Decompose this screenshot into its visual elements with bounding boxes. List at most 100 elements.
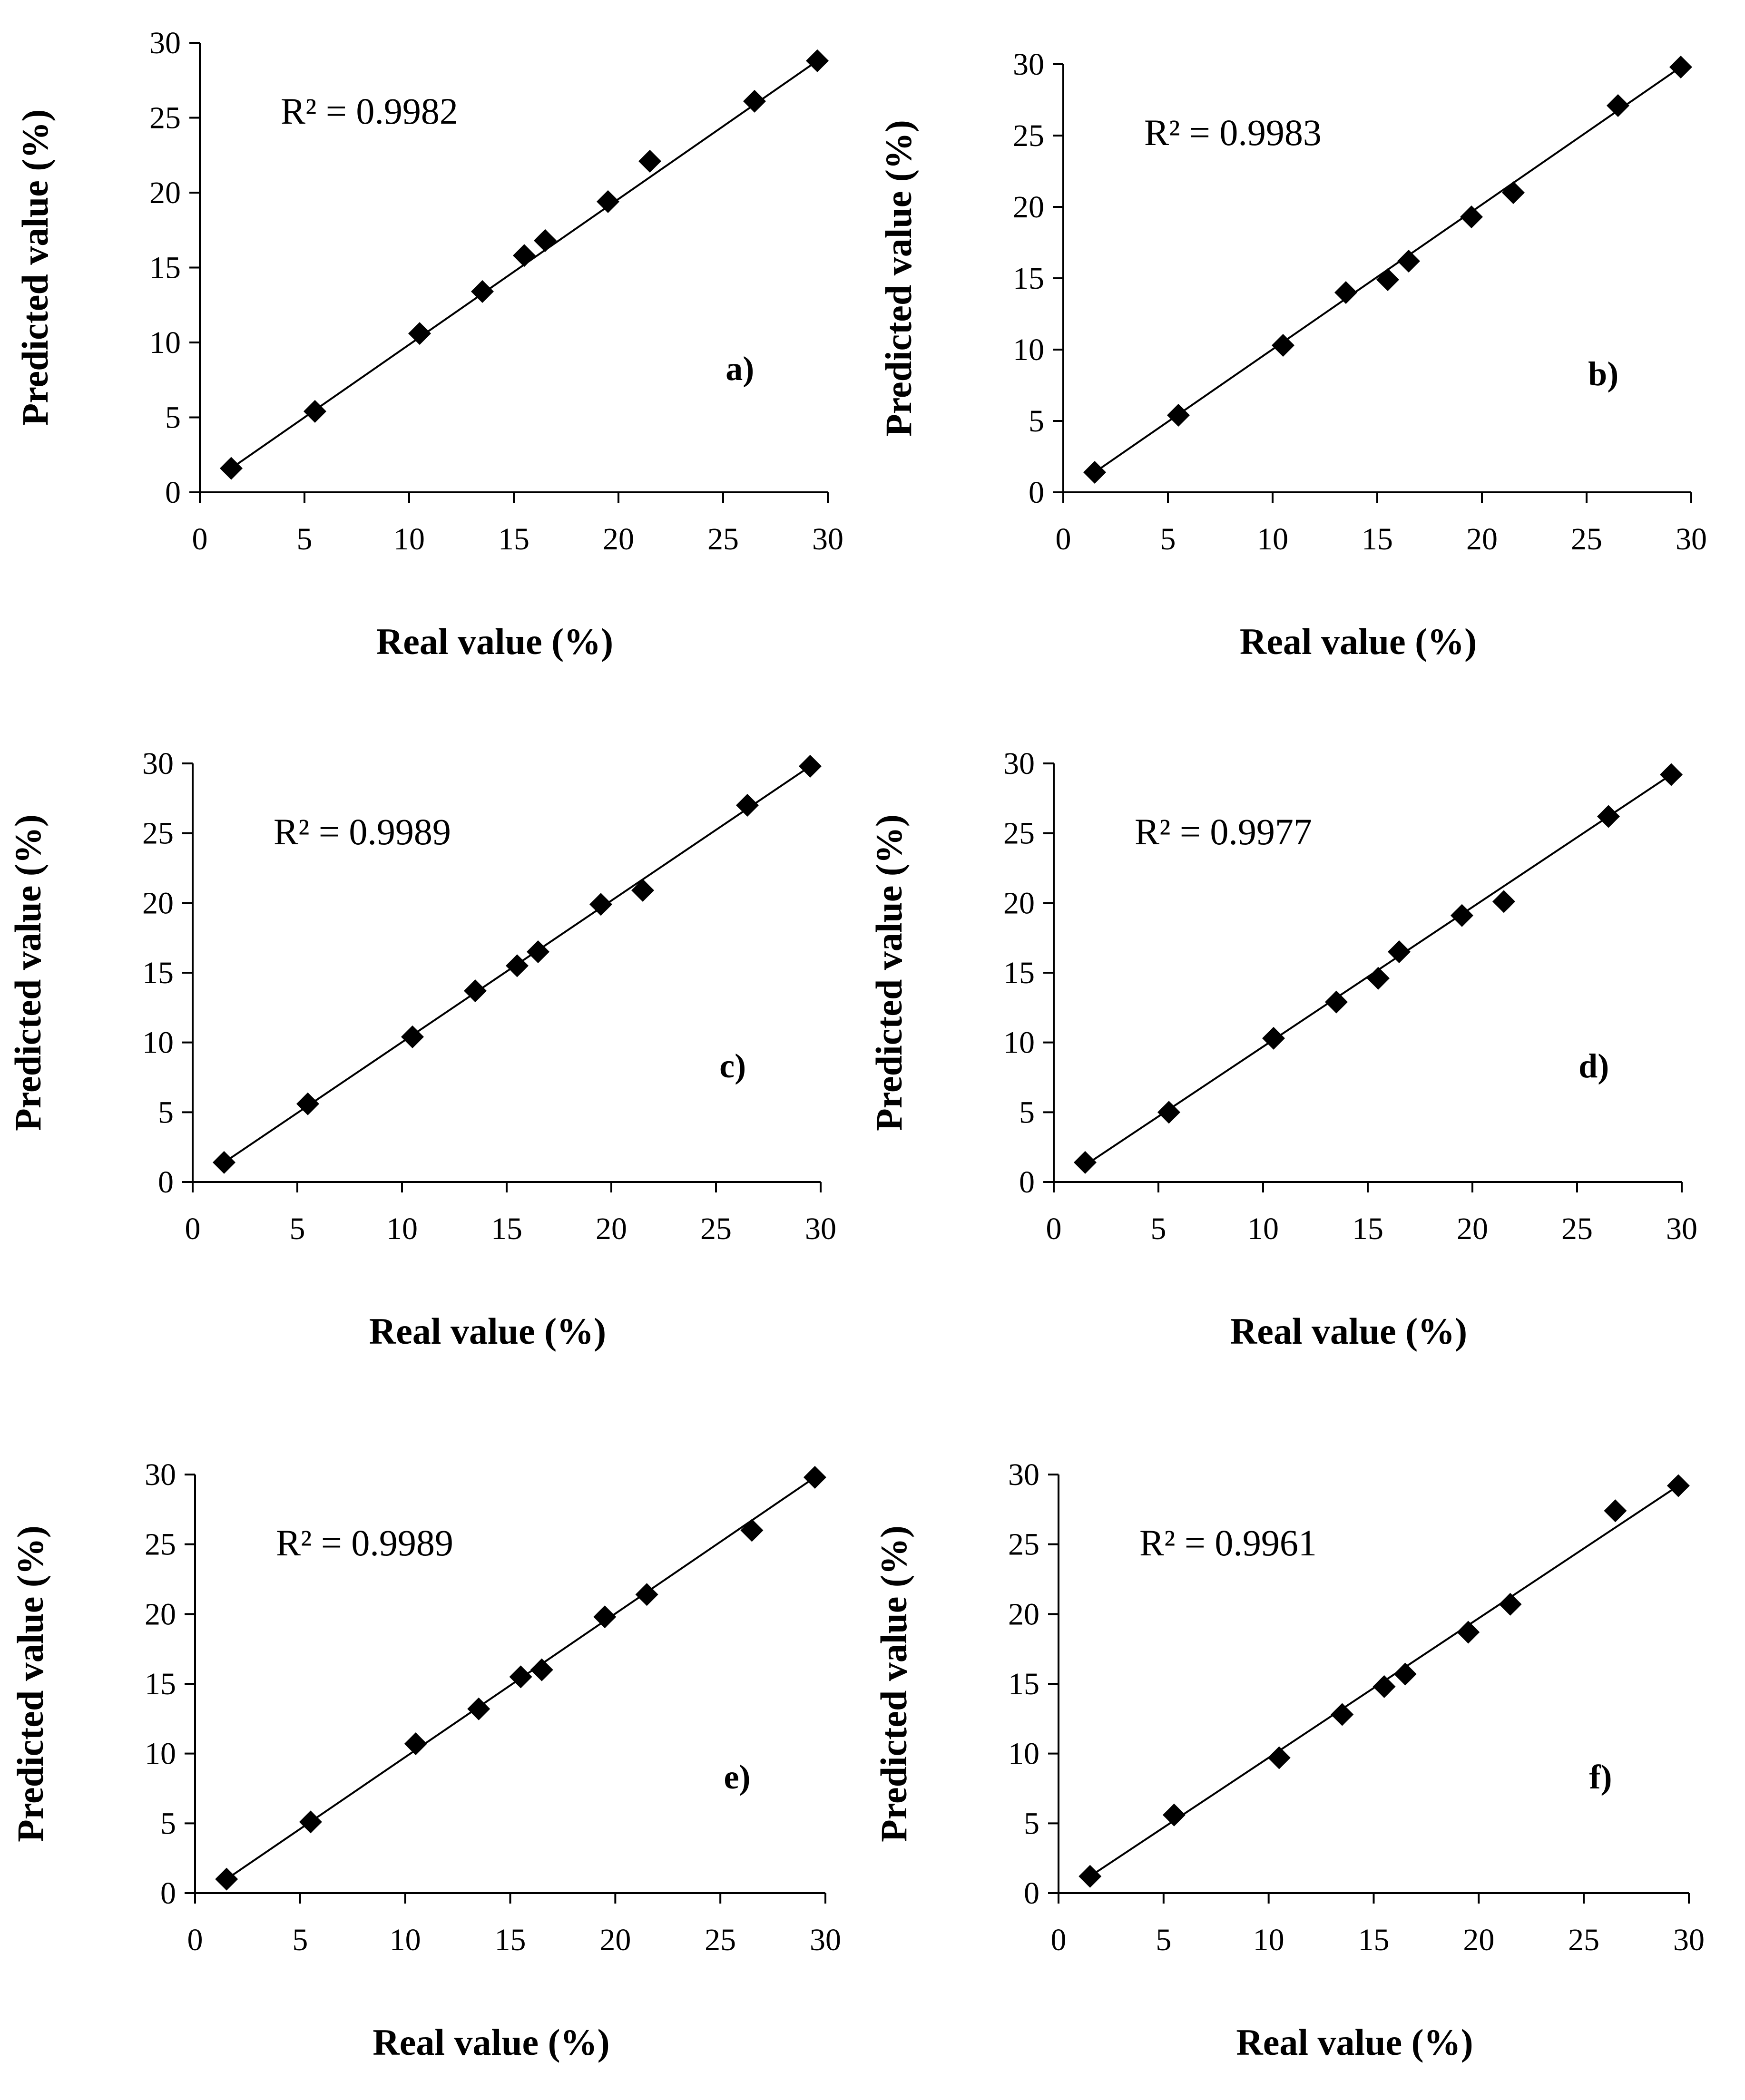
y-tick-label: 25 [145,1527,176,1562]
panel-label: e) [724,1758,751,1796]
y-tick-label: 5 [1019,1095,1035,1130]
r-squared-label: R² = 0.9989 [276,1522,453,1563]
data-point [806,49,829,72]
y-axis-title: Predicted value (%) [868,814,910,1131]
data-point [1157,1101,1180,1124]
y-tick-label: 5 [158,1095,174,1130]
data-point [1083,461,1106,484]
y-tick-label: 20 [1008,1597,1039,1631]
x-tick-label: 0 [192,522,208,557]
x-axis-title: Real value (%) [1236,2022,1473,2063]
panel-label: b) [1588,355,1618,393]
y-tick-label: 30 [1013,47,1044,82]
data-point [597,190,619,213]
data-point [1267,1746,1291,1769]
y-tick-label: 10 [1008,1737,1039,1771]
r-squared-label: R² = 0.9982 [281,90,458,132]
data-point [1393,1662,1417,1686]
y-tick-label: 5 [165,400,181,435]
y-tick-label: 15 [149,251,181,285]
data-point [404,1732,427,1756]
data-point [513,244,536,267]
y-tick-label: 25 [1003,816,1035,851]
y-tick-label: 20 [1013,190,1044,225]
data-point [1492,890,1515,913]
data-point [220,457,243,480]
y-tick-label: 25 [1013,118,1044,153]
x-axis-title: Real value (%) [376,621,613,662]
data-point [736,794,759,817]
y-tick-label: 30 [1003,746,1035,781]
data-point [1367,967,1390,990]
data-point [1667,1474,1690,1497]
data-point [1502,181,1525,204]
x-tick-label: 20 [603,522,634,557]
r-squared-label: R² = 0.9961 [1139,1522,1317,1563]
data-point [1334,281,1357,304]
data-point [530,1658,553,1681]
y-axis-title: Predicted value (%) [10,1525,51,1842]
y-tick-label: 15 [1003,956,1035,990]
data-point [1597,805,1620,828]
data-point [296,1092,319,1115]
data-point [304,400,326,423]
data-point [589,893,612,916]
data-point [401,1025,424,1048]
data-point [1372,1675,1396,1698]
x-tick-label: 30 [812,522,843,557]
y-tick-label: 30 [142,746,174,781]
y-tick-label: 0 [1029,475,1044,510]
y-tick-label: 5 [1024,1806,1039,1841]
x-tick-label: 5 [297,522,313,557]
data-point [799,754,822,778]
x-tick-label: 10 [1257,522,1288,557]
y-tick-label: 5 [1029,404,1044,439]
x-axis-title: Real value (%) [1230,1310,1467,1352]
x-tick-label: 10 [1253,1923,1284,1957]
y-tick-label: 15 [142,956,174,990]
data-point [1388,940,1411,963]
data-point [1460,205,1483,228]
y-tick-label: 15 [1008,1667,1039,1701]
data-point [1325,990,1348,1014]
y-axis-title: Predicted value (%) [873,1525,914,1842]
data-point [471,280,494,303]
x-tick-label: 30 [1673,1923,1705,1957]
panel-label: d) [1578,1047,1609,1085]
x-tick-label: 0 [185,1211,201,1246]
x-tick-label: 15 [491,1211,522,1246]
y-tick-label: 25 [149,101,181,136]
x-tick-label: 15 [1358,1923,1390,1957]
y-tick-label: 10 [1013,332,1044,367]
scatter-panel-2: 0 5 10 15 20 25 30 0 5 10 15 20 25 30 Real value (%) Pr… [878,47,1707,662]
y-tick-label: 30 [149,26,181,60]
x-axis-title: Real value (%) [373,2022,609,2063]
data-point [1162,1803,1186,1827]
y-tick-label: 30 [145,1457,176,1492]
x-axis-title: Real value (%) [1240,621,1477,662]
y-axis-title: Predicted value (%) [878,120,919,437]
data-point [506,954,529,977]
y-tick-label: 20 [145,1597,176,1631]
x-tick-label: 0 [187,1923,203,1957]
y-tick-label: 10 [1003,1026,1035,1060]
x-tick-label: 20 [1466,522,1498,557]
data-point [299,1810,322,1834]
data-point [527,940,549,963]
data-point [467,1697,490,1720]
x-tick-label: 15 [1362,522,1393,557]
data-point [534,229,557,252]
x-tick-label: 5 [1151,1211,1167,1246]
x-tick-label: 20 [599,1923,631,1957]
x-tick-label: 5 [290,1211,305,1246]
x-tick-label: 25 [705,1923,736,1957]
x-tick-label: 5 [1156,1923,1171,1957]
data-point [743,89,766,113]
y-tick-label: 20 [142,886,174,920]
x-tick-label: 0 [1046,1211,1062,1246]
panel-label: c) [719,1047,746,1085]
y-tick-label: 25 [1008,1527,1039,1562]
x-tick-label: 30 [1666,1211,1697,1246]
y-tick-label: 5 [160,1806,176,1841]
x-tick-label: 20 [596,1211,627,1246]
